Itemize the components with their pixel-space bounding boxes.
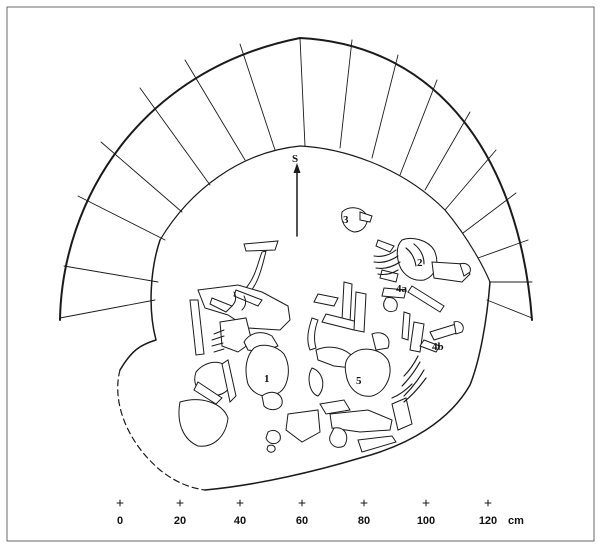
individual-label-1: 1	[264, 373, 270, 385]
scale-tick-label: 100	[417, 515, 435, 527]
scale-tick-label: 40	[234, 515, 246, 527]
scale-unit-label: cm	[508, 515, 524, 527]
scale-bar: 0 20 40 60 80 100 120 cm	[116, 499, 524, 527]
scale-tick-label: 60	[296, 515, 308, 527]
individual-label-2: 2	[417, 257, 423, 269]
scale-tick-label: 120	[479, 515, 497, 527]
orientation-arrow	[293, 163, 301, 237]
scale-tick-label: 0	[117, 515, 123, 527]
skeletal-remains	[178, 207, 471, 453]
tomb-dome-wall	[59, 37, 533, 321]
scale-tick-label: 80	[358, 515, 370, 527]
individual-label-4a: 4a	[396, 283, 408, 295]
individual-labels: 1 2 3 4a 4b 5	[264, 214, 444, 387]
orientation-label: S	[292, 153, 298, 165]
figure-frame	[6, 6, 595, 542]
scale-tick-label: 20	[174, 515, 186, 527]
burial-pit-outline	[117, 239, 491, 491]
individual-label-5: 5	[356, 375, 362, 387]
scale-tick-marks	[116, 499, 492, 507]
individual-label-3: 3	[343, 214, 349, 226]
individual-label-4b: 4b	[432, 341, 444, 353]
